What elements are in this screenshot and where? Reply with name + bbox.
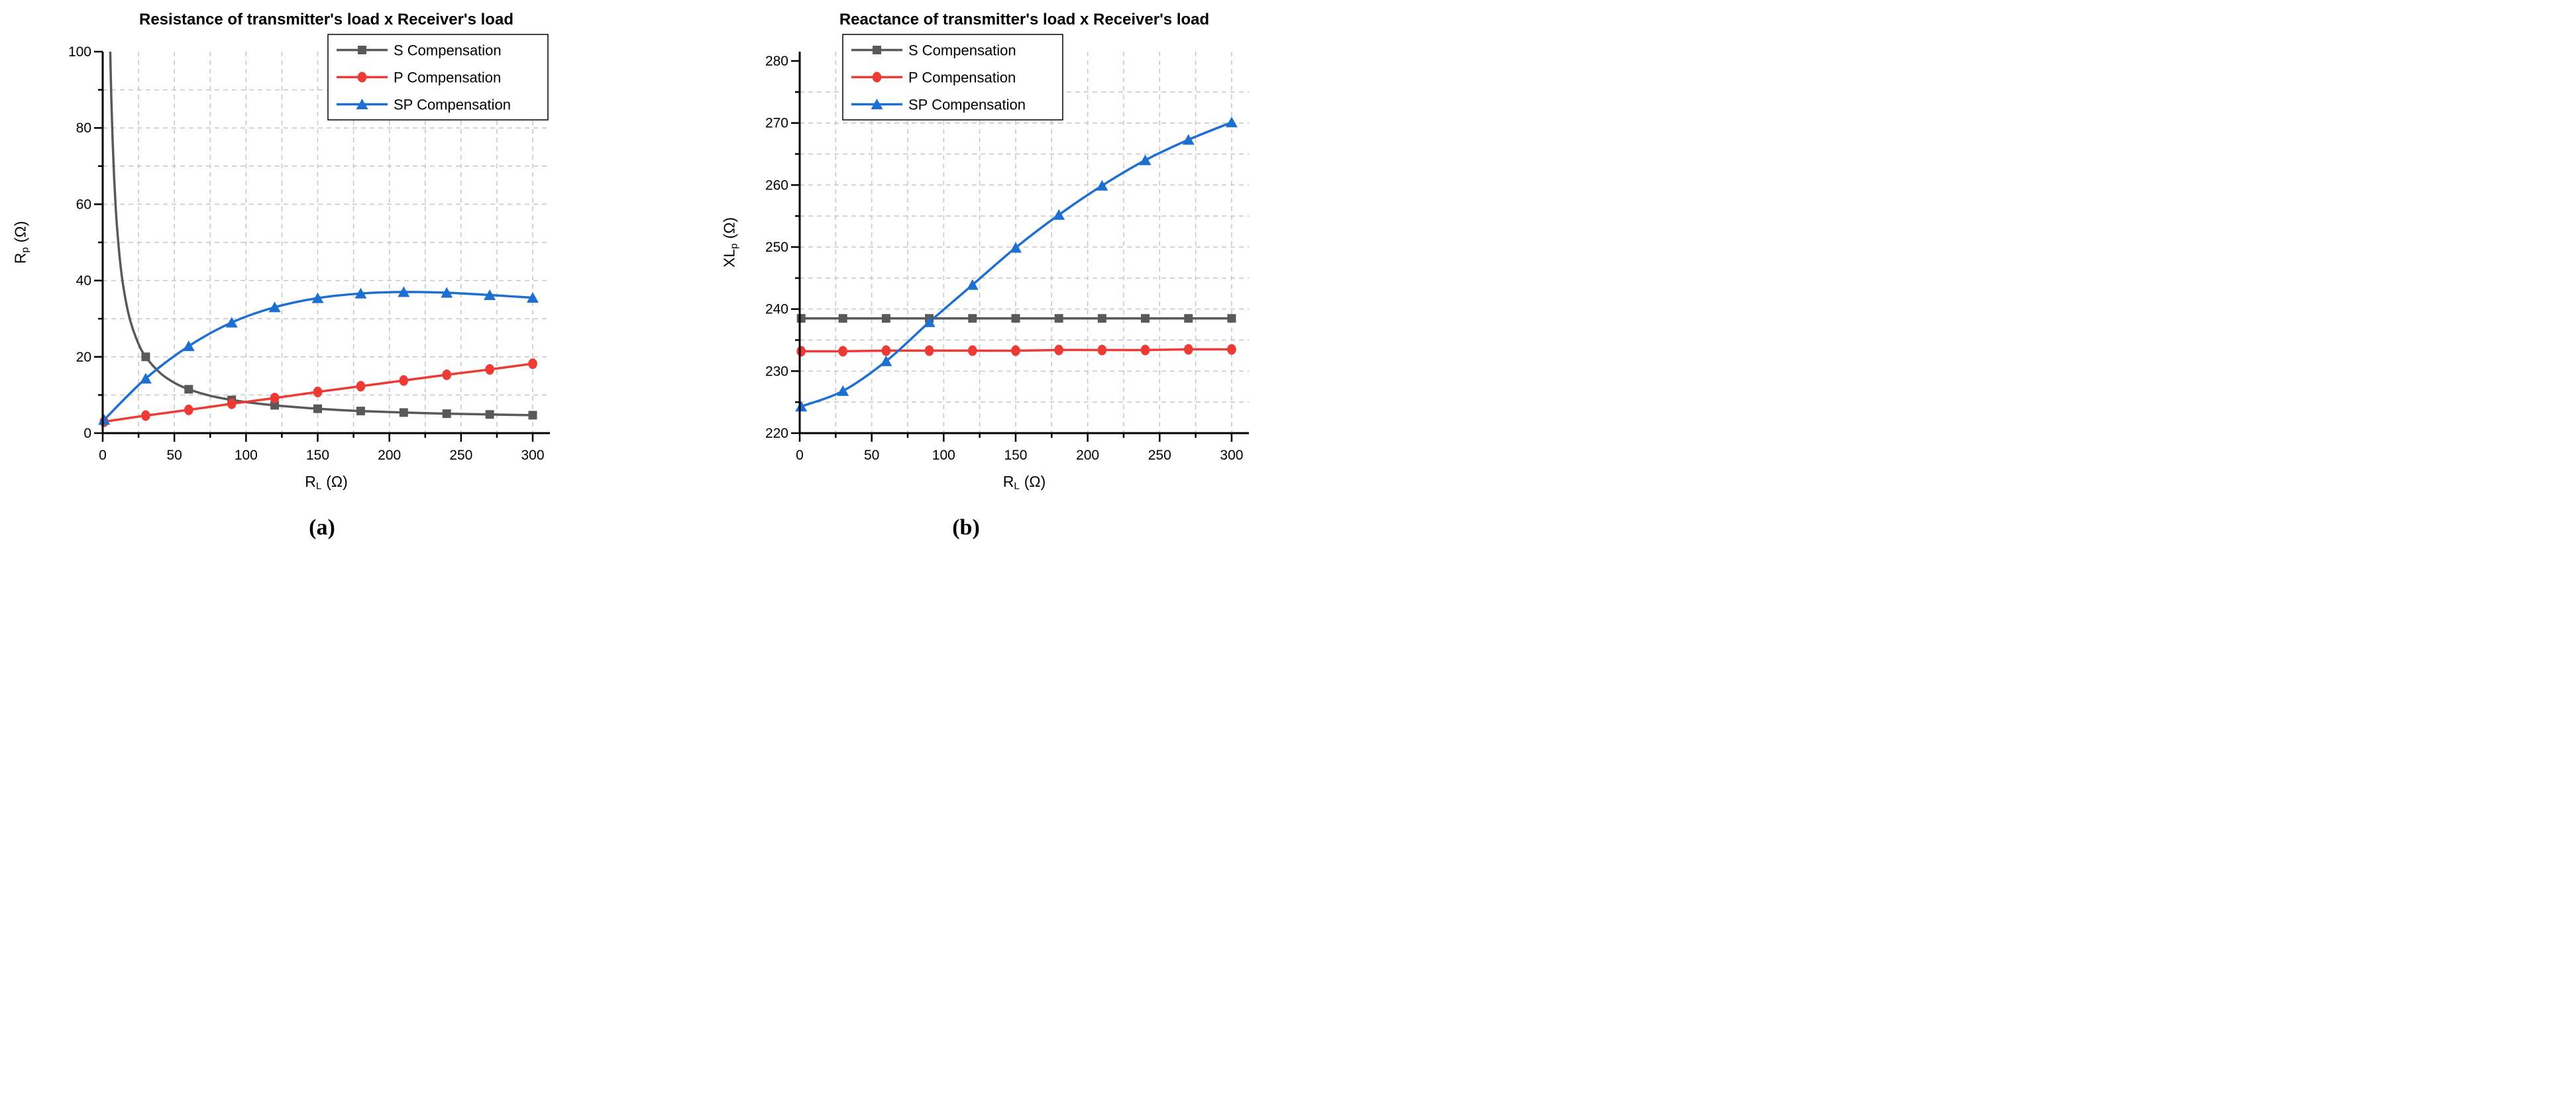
legend: S Compensation P Compensation SP Compensat… xyxy=(327,34,549,121)
x-tick-label: 150 xyxy=(306,448,329,463)
chart-a-x-axis-label: RL (Ω) xyxy=(103,473,550,492)
y-tick-label: 270 xyxy=(765,116,788,131)
x-tick-label: 200 xyxy=(1076,448,1099,463)
x-tick-label: 100 xyxy=(932,448,955,463)
chart-b-title: Reactance of transmitter's load x Receiv… xyxy=(839,11,1210,28)
line-s-compensation xyxy=(109,52,534,417)
caption-a: (a) xyxy=(309,515,335,540)
x-tick-label: 100 xyxy=(235,448,258,463)
x-tick-label: 50 xyxy=(166,448,182,463)
page: { "captions": { "a": "(a)", "b": "(b)" }… xyxy=(0,0,1288,555)
y-tick-label: 220 xyxy=(765,426,788,441)
legend-label: SP Compensation xyxy=(908,97,1026,113)
y-tick-label: 260 xyxy=(765,177,788,193)
line-sp-compensation xyxy=(800,121,1233,408)
ticks xyxy=(791,60,1233,442)
x-tick-label: 200 xyxy=(378,448,401,463)
x-tick-label: 250 xyxy=(1148,448,1171,463)
x-tick-label: 0 xyxy=(99,448,107,463)
markers-p-compensation xyxy=(99,358,537,427)
tick-labels: 0 50 100 150 200 250 300 0 20 40 60 80 100 xyxy=(68,44,545,463)
y-tick-label: 40 xyxy=(76,274,91,289)
chart-b-x-axis-label: RL (Ω) xyxy=(800,473,1249,492)
x-tick-label: 250 xyxy=(449,448,472,463)
x-tick-label: 300 xyxy=(521,448,545,463)
y-tick-label: 280 xyxy=(765,54,788,69)
legend-label: S Compensation xyxy=(394,42,502,59)
x-label-main: R xyxy=(1002,473,1014,490)
x-tick-label: 0 xyxy=(796,448,804,463)
y-label-main: XL xyxy=(720,248,738,268)
y-tick-label: 250 xyxy=(765,240,788,255)
chart-b-canvas: 0 50 100 150 200 250 300 220 230 240 250 260 270 280 S… xyxy=(765,34,1249,463)
x-label-sub: L xyxy=(315,480,322,492)
y-label-main: R xyxy=(11,252,29,264)
markers-sp-compensation xyxy=(795,117,1238,412)
y-tick-label: 80 xyxy=(76,121,91,136)
y-label-sub: p xyxy=(728,243,740,249)
x-label-sub: L xyxy=(1014,480,1020,492)
y-tick-label: 100 xyxy=(68,44,91,60)
y-label-sub: p xyxy=(19,247,31,253)
x-tick-label: 50 xyxy=(864,448,879,463)
line-sp-compensation xyxy=(103,291,534,421)
caption-b: (b) xyxy=(952,515,980,540)
legend-label: SP Compensation xyxy=(394,97,511,113)
x-tick-label: 300 xyxy=(1220,448,1243,463)
y-label-unit: (Ω) xyxy=(720,217,738,239)
y-tick-label: 0 xyxy=(83,426,91,441)
figure-a: 0 50 100 150 200 250 300 0 20 40 60 80 100 S Compensa… xyxy=(0,8,644,499)
y-tick-label: 230 xyxy=(765,364,788,379)
chart-b-y-axis-label: XLp (Ω) xyxy=(721,217,740,268)
x-label-main: R xyxy=(305,473,316,490)
x-label-unit: (Ω) xyxy=(1024,473,1046,490)
series-lines xyxy=(800,121,1233,408)
markers-sp-compensation xyxy=(98,286,539,425)
chart-a-canvas: 0 50 100 150 200 250 300 0 20 40 60 80 100 S Compensa… xyxy=(68,34,550,463)
y-tick-label: 20 xyxy=(76,350,91,365)
ticks xyxy=(94,50,534,442)
chart-a-y-axis-label: Rp (Ω) xyxy=(12,221,31,264)
legend-label: P Compensation xyxy=(908,70,1016,86)
legend-label: S Compensation xyxy=(908,42,1016,59)
y-tick-label: 60 xyxy=(76,197,91,212)
markers-p-compensation xyxy=(796,344,1236,357)
y-label-unit: (Ω) xyxy=(11,221,29,243)
chart-a-title: Resistance of transmitter's load x Recei… xyxy=(139,11,513,28)
legend-label: P Compensation xyxy=(394,70,501,86)
legend: S Compensation P Compensation SP Compensat… xyxy=(842,34,1063,121)
y-tick-label: 240 xyxy=(765,302,788,317)
figure-b: 0 50 100 150 200 250 300 220 230 240 250 260 270 280 S… xyxy=(644,8,1288,499)
x-tick-label: 150 xyxy=(1004,448,1027,463)
tick-labels: 0 50 100 150 200 250 300 220 230 240 250 260 270 280 xyxy=(765,54,1243,463)
x-label-unit: (Ω) xyxy=(326,473,348,490)
